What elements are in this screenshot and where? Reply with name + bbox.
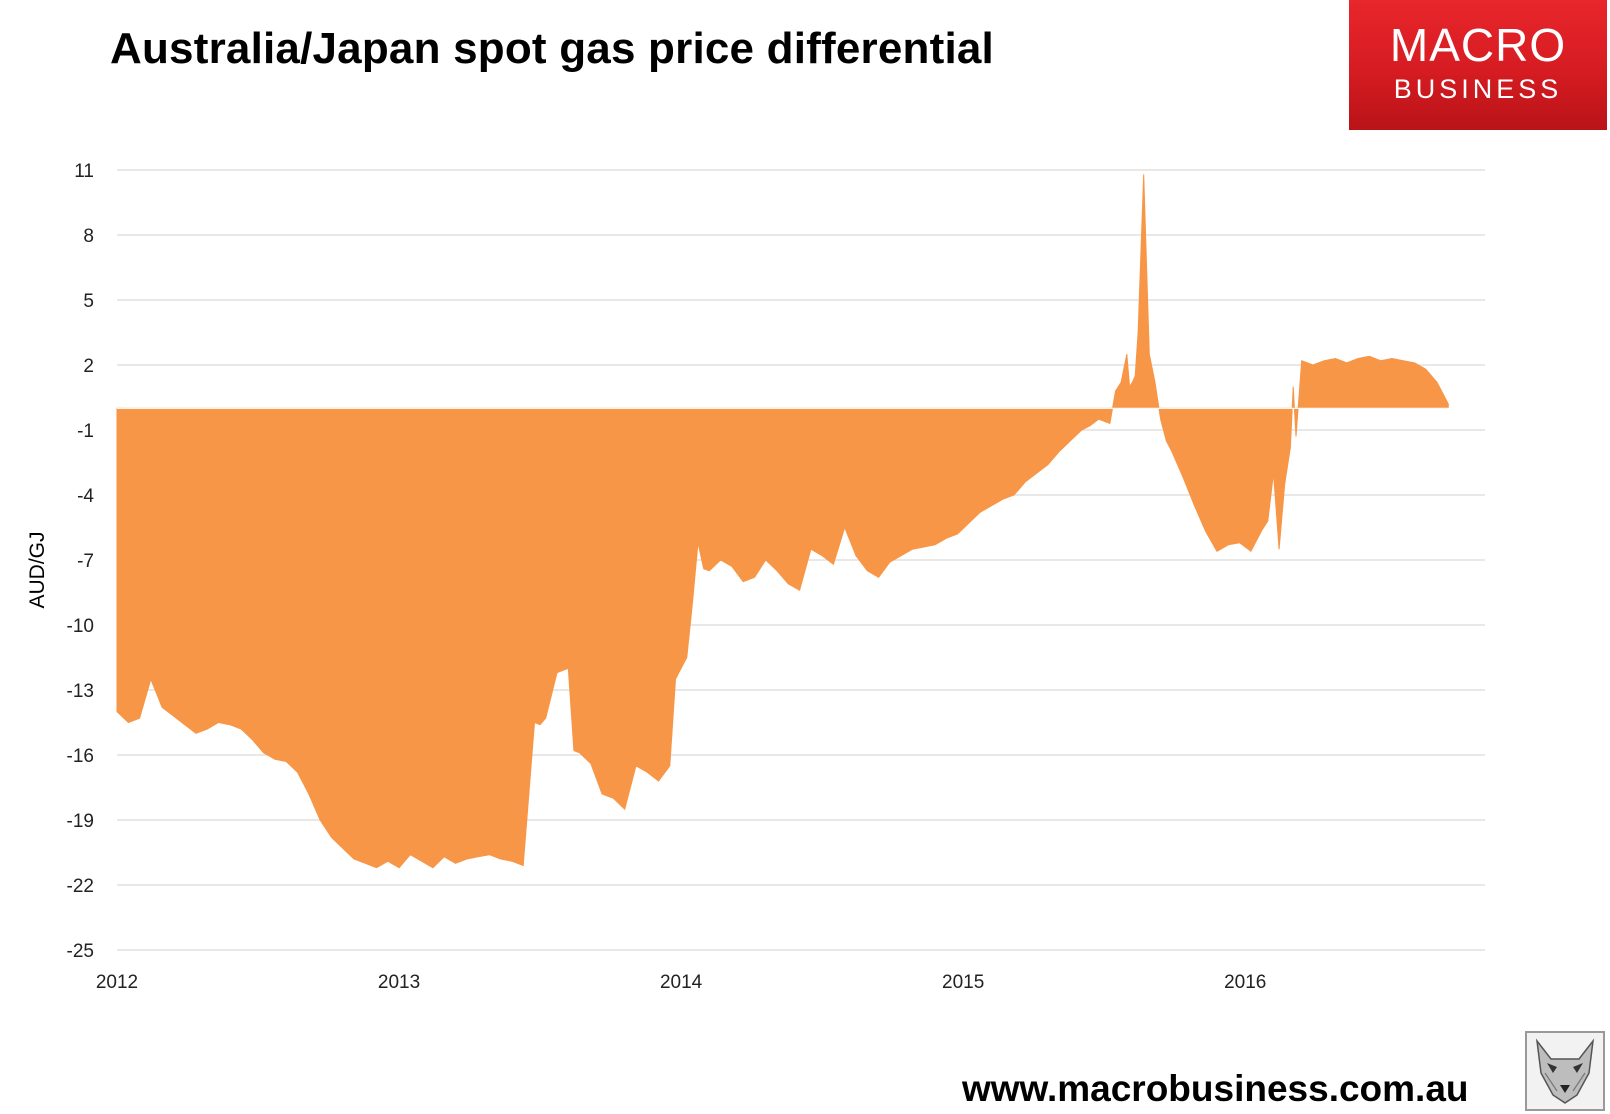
y-tick-label: -25	[67, 941, 94, 962]
y-tick-label: -1	[77, 421, 94, 442]
x-tick-label: 2014	[660, 972, 703, 993]
x-tick-label: 2012	[96, 972, 138, 993]
wolf-icon	[1525, 1031, 1605, 1111]
chart-title: Australia/Japan spot gas price different…	[110, 24, 994, 73]
logo-text-macro: MACRO	[1389, 19, 1567, 71]
y-tick-label: -7	[77, 551, 94, 572]
logo-text-business: BUSINESS	[1393, 74, 1563, 104]
y-tick-label: -4	[77, 486, 94, 507]
macrobusiness-logo[interactable]: MACRO BUSINESS	[1349, 0, 1607, 130]
y-tick-label: -16	[67, 746, 94, 767]
x-tick-label: 2013	[378, 972, 420, 993]
series-area	[116, 174, 1449, 869]
y-tick-label: 5	[83, 291, 94, 312]
website-url[interactable]: www.macrobusiness.com.au	[962, 1068, 1469, 1109]
y-tick-label: 8	[83, 226, 94, 247]
y-tick-label: -22	[67, 876, 94, 897]
x-tick-label: 2015	[942, 972, 984, 993]
y-tick-label: -10	[67, 616, 94, 637]
x-tick-label: 2016	[1224, 972, 1266, 993]
y-tick-label: -19	[67, 811, 94, 832]
y-tick-label: 2	[83, 356, 94, 377]
y-axis-label: AUD/GJ	[26, 531, 49, 609]
y-axis-label-container: AUD/GJ	[18, 520, 58, 620]
y-tick-label: 11	[74, 161, 94, 182]
y-tick-label: -13	[67, 681, 94, 702]
